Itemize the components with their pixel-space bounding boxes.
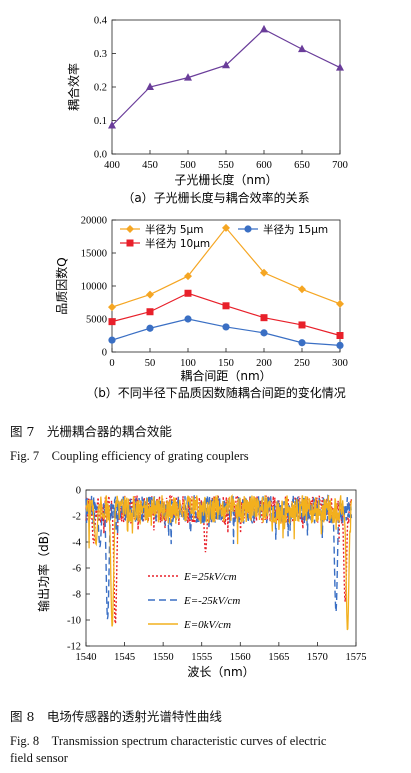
y-tick-label: 0 <box>102 348 107 359</box>
efficiency-point <box>222 60 230 69</box>
x-axis-label: 波长（nm） <box>187 665 254 679</box>
series-point <box>336 341 344 349</box>
x-tick-label: 1570 <box>307 652 328 663</box>
fig8-caption-en-line2: field sensor <box>10 751 68 765</box>
series-point <box>184 289 192 297</box>
legend-label: 半径为 10μm <box>145 237 210 250</box>
y-tick-label: -10 <box>67 616 81 627</box>
y-tick-label: 0.2 <box>94 83 107 94</box>
series-point <box>298 285 306 294</box>
x-tick-label: 200 <box>256 358 272 369</box>
x-tick-label: 0 <box>109 358 114 369</box>
legend-label: E=0kV/cm <box>183 619 231 631</box>
x-tick-label: 1550 <box>153 652 174 663</box>
y-tick-label: -12 <box>67 642 81 653</box>
legend-marker <box>126 239 134 247</box>
y-tick-label: 20000 <box>81 216 107 227</box>
efficiency-point <box>298 44 306 53</box>
legend-marker <box>244 225 252 233</box>
series-point <box>298 339 306 347</box>
series-point <box>222 323 230 331</box>
series-point <box>108 336 116 344</box>
y-tick-label: -8 <box>72 590 81 601</box>
series-point <box>336 299 344 308</box>
x-tick-label: 600 <box>256 160 272 171</box>
y-axis-label: 输出功率（dB） <box>36 524 51 612</box>
series-point <box>146 324 154 332</box>
spectrum-line <box>85 494 353 620</box>
x-tick-label: 300 <box>332 358 348 369</box>
series-point <box>146 290 154 299</box>
transmission-spectrum-chart: 1540 1545 1550 1555 1560 1565 1570 1575 0 -2 -4 -6 -… <box>36 486 367 680</box>
series-point <box>108 318 116 326</box>
y-tick-label: 5000 <box>86 315 107 326</box>
efficiency-point <box>146 82 154 90</box>
y-tick-label: 10000 <box>81 282 107 293</box>
series-point <box>222 302 230 310</box>
subfigure-caption: （b）不同半径下品质因数随耦合间距的变化情况 <box>86 385 346 400</box>
x-tick-label: 1540 <box>76 652 97 663</box>
series-point <box>260 314 268 322</box>
legend-marker <box>126 225 134 233</box>
x-tick-label: 550 <box>218 160 234 171</box>
y-axis-label: 品质因数Q <box>54 257 69 314</box>
series-point <box>184 315 192 323</box>
y-tick-label: 0.1 <box>94 116 107 127</box>
series-point <box>260 268 268 277</box>
efficiency-line <box>111 28 341 126</box>
x-tick-label: 150 <box>218 358 234 369</box>
efficiency-point <box>260 24 268 33</box>
series-point <box>298 321 306 329</box>
fig8-caption-zh: 图 8 电场传感器的透射光谱特性曲线 <box>10 709 222 724</box>
fig8-caption-en-line1: Fig. 8 Transmission spectrum characteris… <box>10 734 327 748</box>
x-tick-label: 250 <box>294 358 310 369</box>
series-point <box>146 308 154 316</box>
y-tick-label: -4 <box>72 538 81 549</box>
y-axis-label: 耦合效率 <box>66 63 81 111</box>
x-tick-label: 450 <box>142 160 158 171</box>
x-tick-label: 1565 <box>268 652 289 663</box>
y-tick-label: 15000 <box>81 249 107 260</box>
x-tick-label: 1555 <box>191 652 212 663</box>
legend-label: 半径为 15μm <box>263 223 328 236</box>
y-tick-label: 0.4 <box>94 16 108 27</box>
fig7-caption-en: Fig. 7 Coupling efficiency of grating co… <box>10 449 249 463</box>
efficiency-point <box>184 73 192 81</box>
efficiency-point <box>108 121 116 129</box>
spectrum-line <box>85 494 353 631</box>
quality-factor-chart: 0 50 100 150 200 250 300 0 5000 10000 15000 20000 耦合… <box>54 216 348 401</box>
x-axis-label: 子光栅长度（nm） <box>174 172 277 187</box>
y-tick-label: -6 <box>72 564 81 575</box>
y-tick-label: 0.0 <box>94 150 107 161</box>
series-point <box>260 329 268 337</box>
x-axis-label: 耦合间距（nm） <box>180 368 271 383</box>
fig7-caption-zh: 图 7 光栅耦合器的耦合效能 <box>10 424 172 439</box>
x-tick-label: 1575 <box>346 652 367 663</box>
y-tick-label: 0 <box>76 486 81 497</box>
series-point <box>108 303 116 312</box>
series-line <box>111 318 341 346</box>
x-tick-label: 1545 <box>114 652 135 663</box>
coupling-efficiency-chart: 400 450 500 550 600 650 700 0.0 0.1 0.2 0.3 0.4 子光栅长… <box>66 16 348 206</box>
legend-label: E=25kV/cm <box>183 571 237 583</box>
efficiency-point <box>336 63 344 71</box>
x-tick-label: 650 <box>294 160 310 171</box>
x-tick-label: 700 <box>332 160 348 171</box>
legend-label: E=-25kV/cm <box>183 595 240 607</box>
x-tick-label: 500 <box>180 160 196 171</box>
plot-frame <box>111 19 341 155</box>
x-tick-label: 100 <box>180 358 196 369</box>
y-tick-label: -2 <box>72 512 81 523</box>
x-tick-label: 50 <box>145 358 156 369</box>
y-tick-label: 0.3 <box>94 49 107 60</box>
legend-label: 半径为 5μm <box>145 223 203 236</box>
subfigure-caption: （a）子光栅长度与耦合效率的关系 <box>122 190 309 205</box>
x-tick-label: 400 <box>104 160 120 171</box>
series-point <box>222 223 230 232</box>
series-point <box>184 272 192 281</box>
x-tick-label: 1560 <box>230 652 251 663</box>
series-point <box>336 332 344 339</box>
